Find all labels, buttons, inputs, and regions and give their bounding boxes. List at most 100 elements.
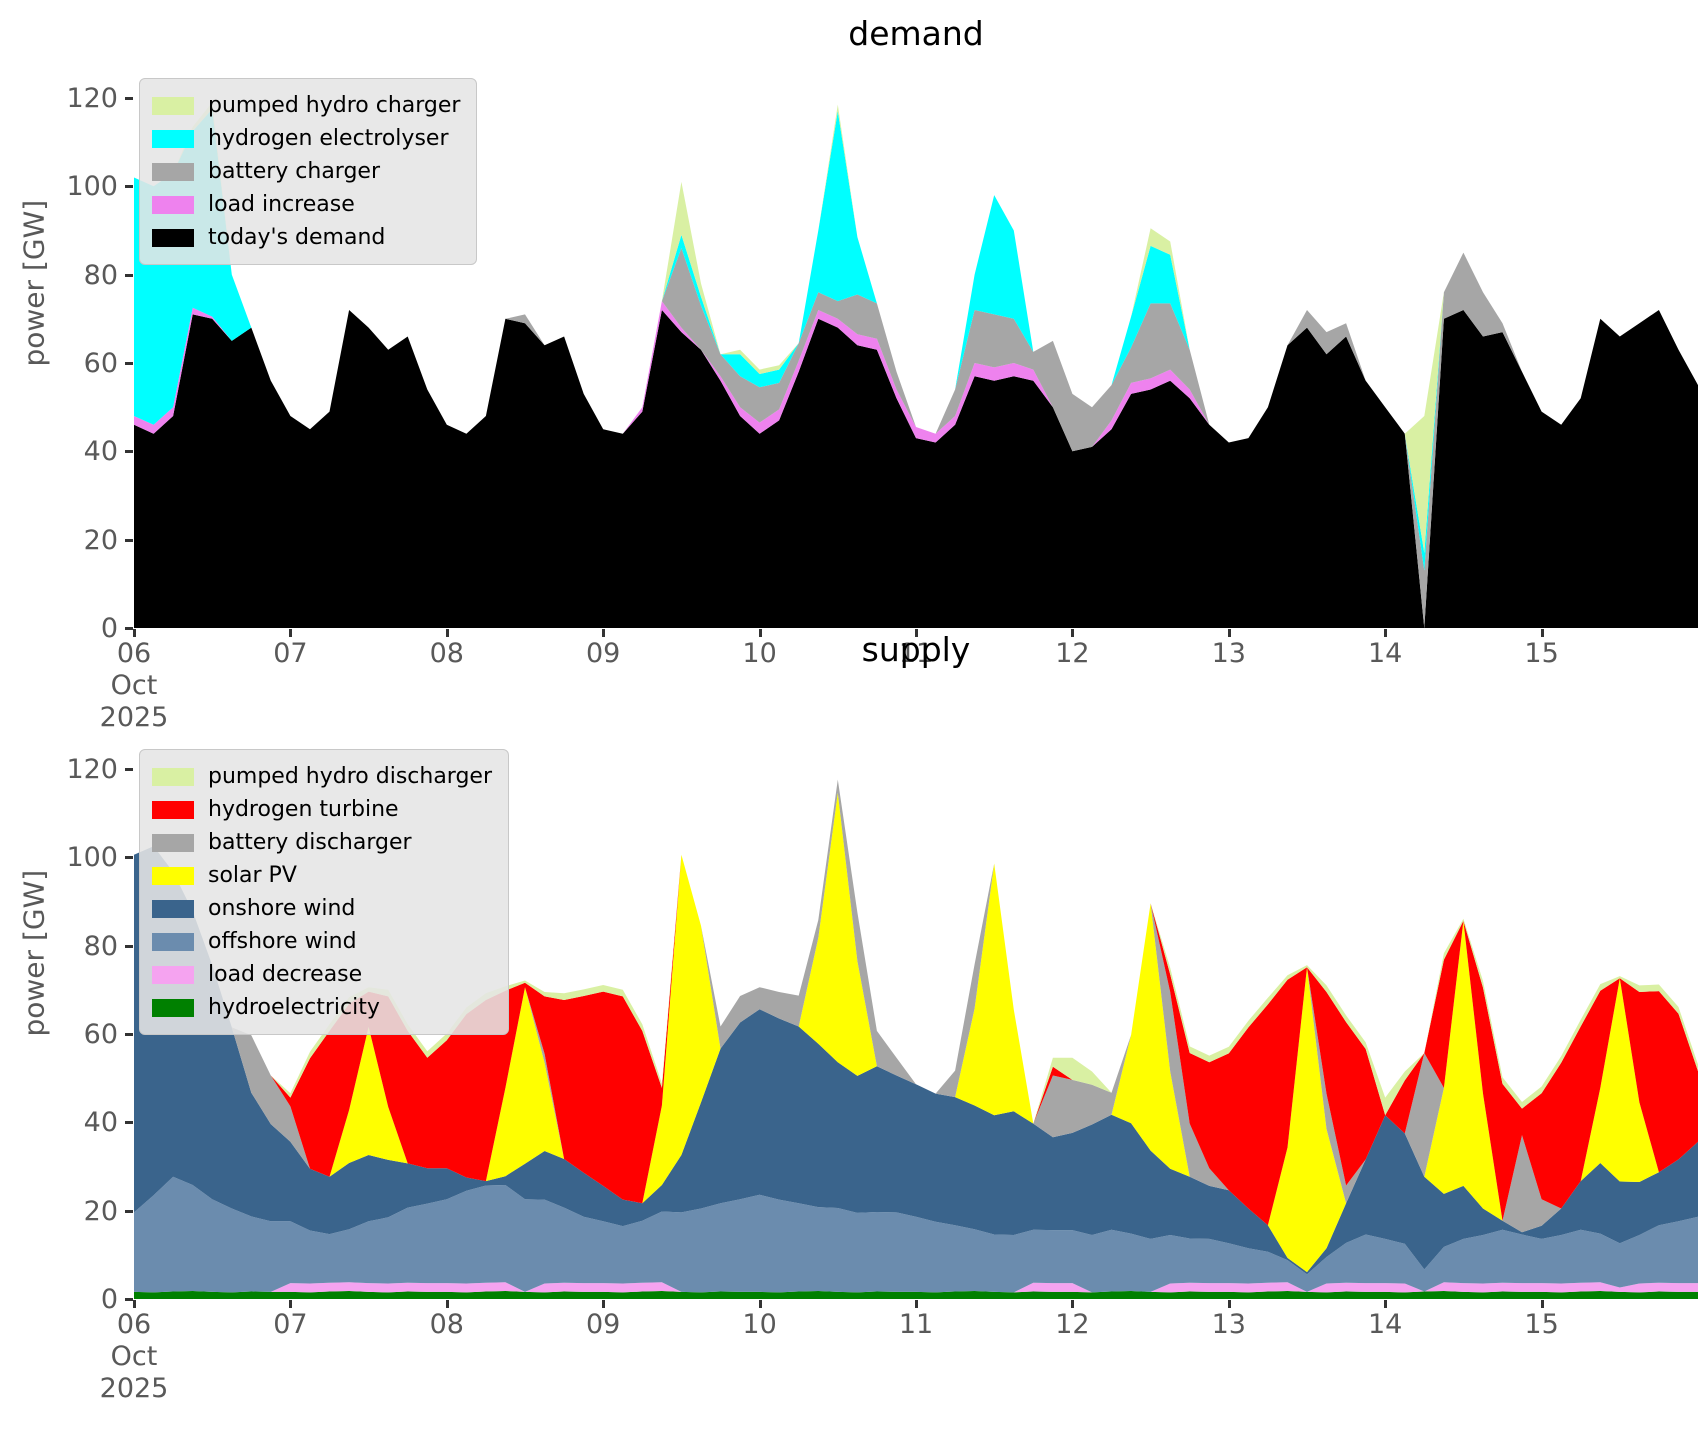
y-tick-mark [125,856,133,860]
legend-label: solar PV [208,863,297,888]
x-tick-label: 15 [1524,1309,1559,1340]
x-tick-mark [602,1300,606,1308]
y-tick-mark [125,1209,133,1213]
legend-swatch-today-s-demand [152,228,194,247]
series-onshore-wind [134,846,1698,1275]
x-tick-label: 09 [586,1309,621,1340]
demand-chart-title: demand [848,14,984,53]
x-tick-mark [602,629,606,637]
legend-label: load decrease [208,962,363,987]
y-tick-label: 100 [66,171,118,203]
y-tick-mark [125,538,133,542]
y-tick-mark [125,1121,133,1125]
legend-item: today's demand [152,221,460,254]
y-tick-mark [125,1032,133,1036]
x-tick-label: 11 [898,638,934,669]
x-tick-mark [1227,629,1231,637]
legend-item: battery discharger [152,826,492,859]
legend-label: battery discharger [208,830,412,855]
legend-item: load decrease [152,958,492,991]
legend-swatch-offshore-wind [152,932,194,951]
y-tick-mark [125,185,133,189]
legend-label: battery charger [208,159,381,184]
y-tick-mark [125,1298,133,1301]
legend-swatch-load-increase [152,195,194,214]
x-tick-mark [289,629,293,637]
legend-label: load increase [208,192,355,217]
y-tick-mark [125,96,133,100]
x-tick-mark [915,1300,918,1308]
x-tick-mark [1384,629,1388,637]
legend-item: onshore wind [152,892,492,925]
supply-chart-title: supply [861,630,971,669]
x-tick-mark [133,629,136,637]
x-tick-month-label: Oct [110,670,158,701]
legend-swatch-hydrogen-turbine [152,800,194,819]
legend-item: pumped hydro discharger [152,760,492,793]
x-tick-month-label: Oct [110,1341,158,1372]
y-tick-label: 80 [83,930,118,962]
legend-label: hydrogen turbine [208,797,399,822]
x-tick-label: 07 [273,1309,308,1340]
legend-label: pumped hydro charger [208,93,461,118]
legend-swatch-pumped-hydro-discharger [152,767,194,786]
x-tick-label: 06 [116,1309,152,1340]
x-tick-mark [758,629,762,637]
legend-label: hydroelectricity [208,995,380,1020]
x-tick-mark [1227,1300,1231,1308]
legend-item: battery charger [152,155,460,188]
y-tick-mark [125,361,133,365]
x-tick-label: 11 [898,1309,934,1340]
legend-swatch-battery-discharger [152,833,194,852]
supply-plot-area [134,779,1698,1299]
legend-swatch-load-decrease [152,965,194,984]
legend-label: onshore wind [208,896,356,921]
y-tick-label: 20 [83,1195,118,1227]
y-tick-label: 60 [83,347,118,379]
legend-item: solar PV [152,859,492,892]
series-offshore-wind [134,1176,1698,1293]
y-tick-label: 60 [83,1018,118,1050]
series-pumped-hydro-discharger [134,779,1698,1124]
x-tick-label: 14 [1368,1309,1403,1340]
x-tick-label: 10 [742,1309,777,1340]
y-tick-mark [125,767,133,771]
legend-item: hydrogen turbine [152,793,492,826]
x-tick-mark [445,1300,449,1308]
x-tick-label: 08 [429,638,464,669]
legend-label: today's demand [208,225,386,250]
x-tick-label: 06 [116,638,152,669]
x-tick-label: 13 [1211,1309,1246,1340]
x-tick-mark [1071,1300,1075,1308]
legend-swatch-onshore-wind [152,899,194,918]
x-tick-mark [758,1300,762,1308]
y-tick-label: 0 [100,613,118,644]
x-tick-mark [1071,629,1075,637]
x-tick-mark [915,629,918,637]
series-today-s-demand [134,310,1698,628]
y-tick-label: 80 [83,259,118,291]
supply-legend: pumped hydro discharger hydrogen turbine b… [139,749,510,1035]
y-tick-label: 40 [83,1107,118,1139]
x-tick-label: 13 [1211,638,1246,669]
legend-label: hydrogen electrolyser [208,126,449,151]
series-hydroelectricity [134,1291,1698,1299]
x-tick-label: 07 [273,638,308,669]
x-tick-year-label: 2025 [99,1373,169,1404]
series-load-decrease [134,1282,1698,1293]
x-tick-label: 10 [742,638,777,669]
y-tick-label: 0 [100,1284,118,1315]
legend-swatch-solar-pv [152,866,194,885]
x-tick-year-label: 2025 [99,702,169,733]
legend-item: pumped hydro charger [152,89,460,122]
x-tick-label: 12 [1055,638,1090,669]
y-tick-mark [125,627,133,630]
legend-item: hydrogen electrolyser [152,122,460,155]
x-tick-mark [289,1300,293,1308]
series-hydrogen-turbine [134,779,1698,1226]
x-tick-label: 08 [429,1309,464,1340]
legend-item: hydroelectricity [152,991,492,1024]
series-solar-pv [134,792,1698,1273]
y-tick-label: 120 [66,82,118,114]
